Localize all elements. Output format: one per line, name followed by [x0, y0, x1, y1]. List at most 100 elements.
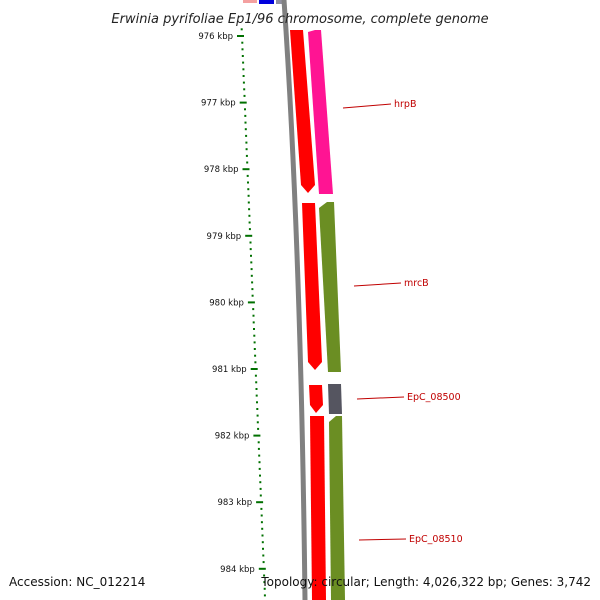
- kbp-tick-label: 976 kbp: [198, 32, 233, 42]
- minor-tick: [245, 148, 248, 151]
- gene-label-EpC_08510: EpC_08510: [409, 534, 463, 545]
- hrpB-feature: [308, 30, 333, 194]
- backbone-arc: [281, 0, 308, 600]
- minor-tick: [256, 401, 258, 404]
- accession-text: Accession: NC_012214: [9, 575, 145, 589]
- minor-tick: [247, 188, 250, 191]
- forward-cds-4: [310, 416, 326, 600]
- minor-tick: [261, 541, 264, 544]
- kbp-tick-label: 984 kbp: [220, 565, 255, 575]
- minor-tick: [241, 55, 244, 57]
- minor-tick: [245, 141, 248, 144]
- minor-tick: [258, 467, 261, 470]
- minor-tick: [249, 241, 252, 244]
- minor-tick: [259, 474, 261, 477]
- minor-tick: [260, 507, 263, 510]
- major-tick: [258, 567, 266, 570]
- minor-tick: [253, 348, 256, 350]
- minor-tick: [246, 174, 249, 177]
- minor-tick: [250, 274, 253, 277]
- minor-tick: [260, 514, 263, 517]
- minor-tick: [248, 221, 251, 224]
- gene-label-mrcB: mrcB: [404, 278, 429, 289]
- minor-tick: [256, 421, 259, 424]
- minor-tick: [242, 68, 245, 71]
- minor-tick: [245, 154, 248, 157]
- top-blue-feature: [259, 0, 274, 4]
- minor-tick: [252, 314, 255, 317]
- mrcB-connector: [353, 282, 402, 287]
- forward-cds-1: [290, 30, 315, 193]
- minor-tick: [250, 254, 252, 257]
- minor-tick: [241, 41, 244, 44]
- top-features: [243, 0, 284, 4]
- major-tick: [239, 101, 247, 104]
- minor-tick: [251, 281, 254, 284]
- kbp-tick-label: 981 kbp: [212, 365, 247, 375]
- reverse-strand-track: [308, 30, 345, 600]
- map-title: Erwinia pyrifoliae Ep1/96 chromosome, co…: [111, 12, 488, 27]
- minor-tick: [244, 121, 247, 124]
- minor-tick: [257, 427, 260, 430]
- minor-tick: [242, 81, 245, 84]
- major-tick: [256, 501, 264, 504]
- minor-tick: [259, 481, 262, 484]
- minor-tick: [256, 414, 259, 417]
- EpC_08500-feature: [328, 384, 342, 414]
- minor-tick: [255, 381, 258, 384]
- kbp-tick-label: 980 kbp: [209, 298, 244, 308]
- top-gray-feature: [276, 0, 284, 4]
- minor-tick: [259, 494, 262, 497]
- minor-tick: [262, 547, 264, 550]
- minor-tick: [252, 308, 255, 311]
- minor-tick: [240, 28, 243, 31]
- hrpB-connector: [342, 103, 392, 109]
- forward-strand-track: [290, 30, 326, 600]
- major-tick: [247, 301, 255, 304]
- minor-tick: [256, 408, 259, 410]
- mrcB-feature: [319, 202, 341, 372]
- minor-tick: [263, 581, 266, 584]
- minor-tick: [247, 181, 249, 184]
- minor-tick: [254, 374, 257, 377]
- minor-tick: [261, 527, 264, 530]
- gene-label-EpC_08500: EpC_08500: [407, 392, 461, 403]
- minor-tick: [251, 288, 254, 291]
- top-pink-feature: [243, 0, 257, 3]
- major-tick: [250, 368, 258, 370]
- kbp-tick-label: 979 kbp: [207, 232, 242, 242]
- minor-tick: [244, 108, 246, 111]
- minor-tick: [247, 201, 250, 204]
- minor-tick: [259, 487, 262, 490]
- minor-tick: [254, 354, 257, 357]
- minor-tick: [257, 441, 260, 444]
- kbp-tick-label: 977 kbp: [201, 99, 236, 109]
- minor-tick: [245, 134, 248, 137]
- minor-tick: [253, 328, 255, 330]
- minor-tick: [251, 294, 254, 297]
- minor-tick: [246, 161, 249, 164]
- gene-label-connectors: [342, 103, 407, 541]
- minor-tick: [247, 194, 250, 197]
- minor-tick: [250, 268, 253, 271]
- minor-tick: [253, 341, 256, 344]
- gene-label-hrpB: hrpB: [394, 99, 416, 110]
- minor-tick: [262, 554, 265, 557]
- minor-tick: [252, 321, 255, 324]
- kbp-tick-label: 978 kbp: [204, 165, 239, 175]
- minor-tick: [262, 561, 265, 564]
- minor-tick: [255, 394, 258, 397]
- minor-tick: [253, 334, 256, 337]
- minor-tick: [248, 208, 251, 211]
- minor-tick: [250, 261, 253, 264]
- minor-tick: [242, 61, 245, 64]
- forward-cds-2: [302, 203, 322, 370]
- minor-tick: [257, 447, 260, 450]
- major-tick: [237, 35, 244, 37]
- minor-tick: [242, 75, 245, 77]
- major-tick: [253, 434, 261, 437]
- minor-tick: [263, 574, 266, 577]
- minor-tick: [255, 388, 258, 390]
- major-tick: [242, 168, 250, 171]
